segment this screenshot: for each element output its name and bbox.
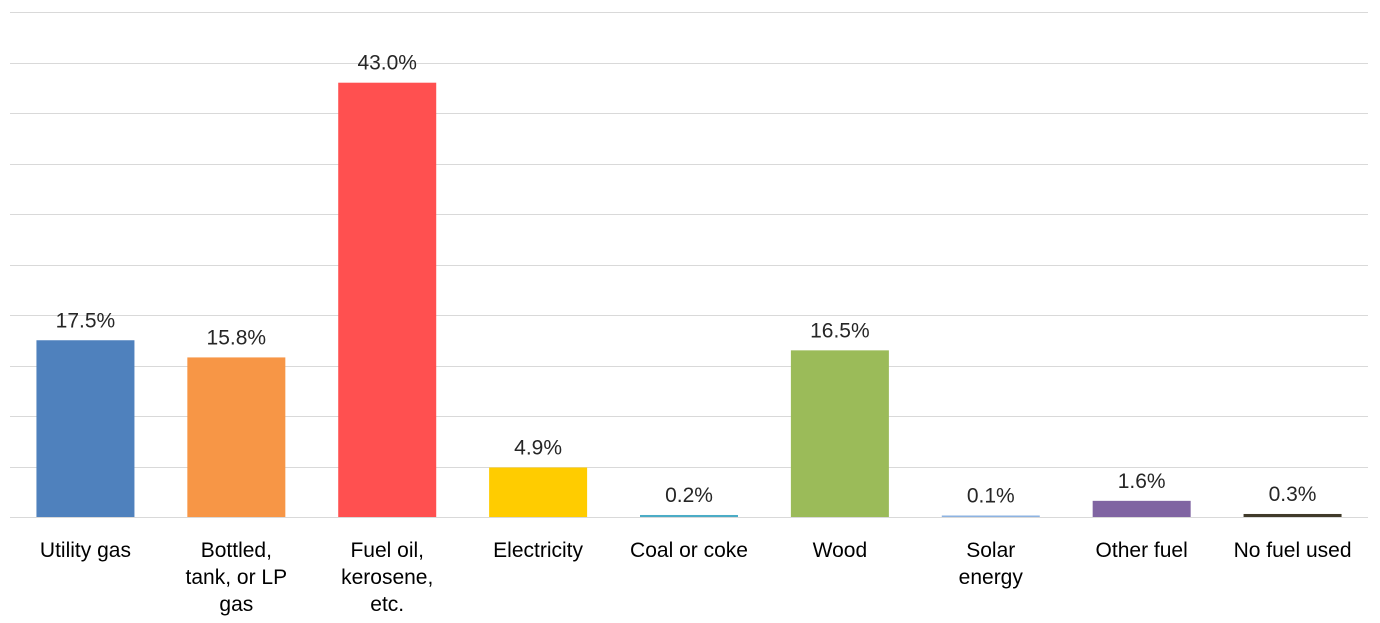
category-label: Bottled, (201, 539, 272, 562)
bar (941, 515, 1040, 517)
bar (790, 350, 889, 517)
category-label: etc. (370, 593, 404, 616)
bar (187, 357, 286, 517)
bar (640, 514, 738, 517)
bars (36, 82, 1342, 517)
data-labels: 17.5% 15.8% 43.0% 4.9% 0.2% 16.5% 0.1% 1.6% 0.3% (56, 52, 1317, 508)
data-label: 0.2% (665, 484, 713, 507)
data-label: 15.8% (207, 326, 267, 349)
bar (1243, 513, 1342, 517)
category-label: energy (959, 566, 1024, 589)
category-label: Utility gas (40, 539, 131, 562)
category-label: Wood (813, 539, 867, 562)
category-label: Coal or coke (630, 539, 748, 562)
bar (36, 340, 135, 517)
category-label: Fuel oil, (350, 539, 424, 562)
data-label: 17.5% (56, 309, 116, 332)
category-label: gas (219, 593, 253, 616)
category-label: tank, or LP (186, 566, 288, 589)
category-label: Solar (966, 539, 1015, 562)
bar (489, 467, 588, 517)
category-label: kerosene, (341, 566, 433, 589)
category-label: Other fuel (1096, 539, 1188, 562)
category-label: No fuel used (1234, 539, 1352, 562)
data-label: 16.5% (810, 319, 870, 342)
data-label: 0.1% (967, 485, 1015, 508)
bar (1092, 500, 1191, 517)
category-labels: Utility gas Bottled, tank, or LP gas Fuel oi… (40, 539, 1352, 616)
bar (338, 82, 437, 517)
data-label: 4.9% (514, 437, 562, 460)
category-label: Electricity (493, 539, 583, 562)
data-label: 43.0% (357, 52, 417, 75)
data-label: 0.3% (1269, 483, 1317, 506)
data-label: 1.6% (1118, 470, 1166, 493)
